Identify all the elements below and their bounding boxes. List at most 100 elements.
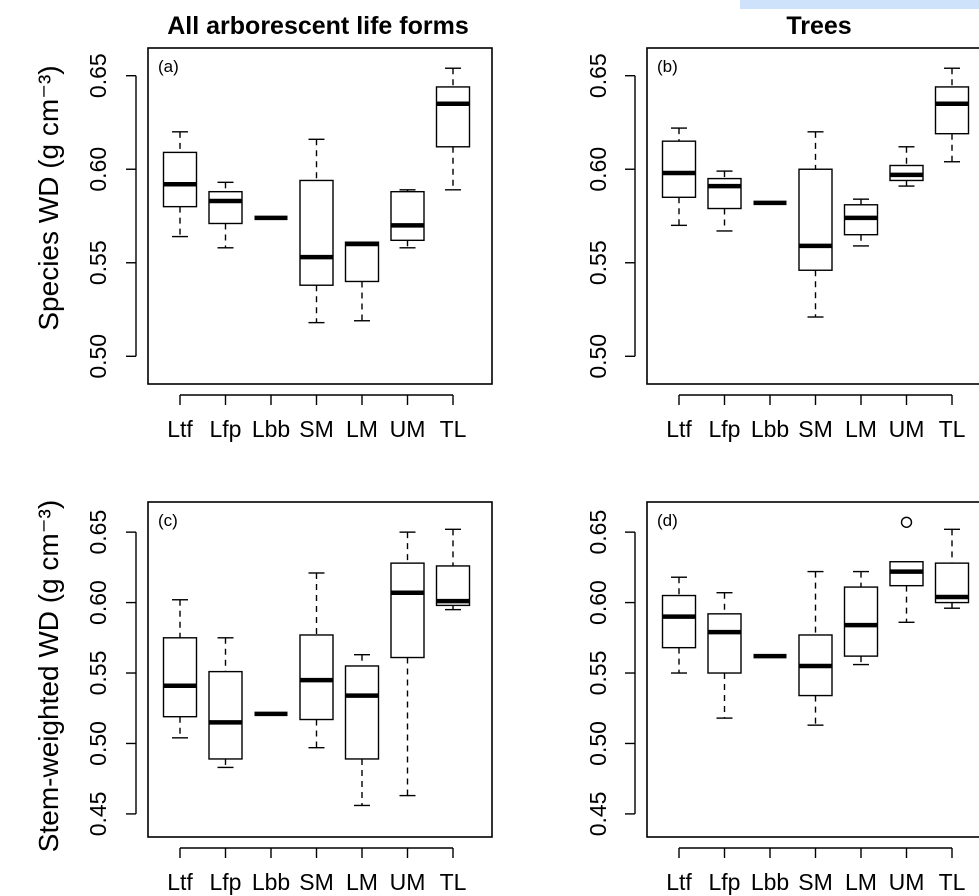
panel-label: (d) bbox=[657, 511, 678, 530]
x-tick-label-lbb: Lbb bbox=[751, 869, 789, 895]
box-iqr bbox=[707, 177, 742, 210]
box-lm bbox=[344, 654, 380, 807]
box-iqr bbox=[934, 86, 970, 135]
y-tick-label: 0.65 bbox=[585, 53, 611, 98]
box-iqr bbox=[208, 670, 243, 760]
x-tick-label-lfp: Lfp bbox=[709, 869, 741, 895]
y-tick-label: 0.50 bbox=[585, 334, 611, 379]
x-tick-label-tl: TL bbox=[440, 869, 467, 895]
panel-label: (a) bbox=[158, 57, 179, 76]
box-tl bbox=[934, 67, 970, 163]
box-iqr bbox=[707, 613, 742, 674]
x-tick-label-um: UM bbox=[390, 416, 426, 442]
box-iqr bbox=[435, 565, 471, 607]
x-tick-label-tl: TL bbox=[440, 416, 467, 442]
x-tick-label-lbb: Lbb bbox=[252, 869, 290, 895]
x-tick-label-lm: LM bbox=[845, 869, 877, 895]
box-lfp bbox=[707, 592, 742, 719]
box-iqr bbox=[798, 168, 833, 271]
y-tick-label: 0.50 bbox=[85, 334, 111, 379]
box-lfp bbox=[208, 181, 243, 249]
x-tick-label-lfp: Lfp bbox=[210, 416, 242, 442]
x-tick-label-sm: SM bbox=[798, 869, 833, 895]
x-tick-label-um: UM bbox=[889, 416, 925, 442]
y-tick-label: 0.60 bbox=[585, 147, 611, 192]
x-tick-label-lbb: Lbb bbox=[751, 416, 789, 442]
plot-frame bbox=[646, 47, 979, 385]
box-tl bbox=[435, 67, 471, 191]
plot-frame bbox=[147, 501, 493, 838]
box-iqr bbox=[162, 151, 198, 208]
box-iqr bbox=[208, 190, 243, 225]
box-iqr bbox=[435, 86, 471, 148]
y-tick-label: 0.55 bbox=[85, 651, 111, 696]
panel-label: (b) bbox=[657, 57, 678, 76]
y-tick-label: 0.45 bbox=[85, 792, 111, 837]
box-um bbox=[390, 189, 425, 249]
x-tick-label-lm: LM bbox=[346, 869, 378, 895]
y-tick-label: 0.55 bbox=[585, 240, 611, 285]
y-tick-label: 0.65 bbox=[85, 510, 111, 555]
box-um bbox=[889, 146, 924, 187]
box-ltf bbox=[162, 599, 198, 739]
row-label-top: Species WD (g cm⁻³) bbox=[33, 65, 64, 330]
y-tick-label: 0.55 bbox=[85, 240, 111, 285]
box-lm bbox=[843, 198, 879, 247]
box-iqr bbox=[661, 140, 697, 198]
outlier-point bbox=[900, 516, 913, 528]
box-iqr bbox=[661, 594, 697, 649]
box-ltf bbox=[661, 576, 697, 674]
y-tick-label: 0.55 bbox=[585, 651, 611, 696]
box-um bbox=[889, 516, 924, 624]
box-iqr bbox=[344, 241, 380, 283]
box-sm bbox=[299, 138, 334, 324]
corner-highlight-strip bbox=[740, 0, 979, 9]
panel-b: (b) 0.50 0.55 0.60 0.65 Ltf Lfp Lbb SM LM UM TL bbox=[585, 47, 979, 442]
y-tick-label: 0.50 bbox=[85, 721, 111, 766]
x-tick-label-sm: SM bbox=[299, 416, 334, 442]
x-tick-label-lbb: Lbb bbox=[252, 416, 290, 442]
y-tick-label: 0.60 bbox=[85, 580, 111, 625]
y-tick-label: 0.45 bbox=[585, 792, 611, 837]
box-iqr bbox=[390, 562, 425, 659]
box-sm bbox=[299, 572, 334, 749]
box-lm bbox=[344, 241, 380, 322]
plot-frame bbox=[646, 501, 979, 838]
x-tick-label-lm: LM bbox=[845, 416, 877, 442]
box-lfp bbox=[208, 637, 243, 769]
box-lfp bbox=[707, 170, 742, 232]
box-iqr bbox=[299, 634, 334, 721]
column-title-left: All arborescent life forms bbox=[167, 12, 468, 40]
x-tick-label-lfp: Lfp bbox=[210, 869, 242, 895]
box-iqr bbox=[344, 665, 380, 760]
box-tl bbox=[934, 528, 970, 609]
x-tick-label-ltf: Ltf bbox=[666, 869, 692, 895]
box-lm bbox=[843, 570, 879, 666]
box-sm bbox=[798, 570, 833, 726]
x-tick-label-sm: SM bbox=[299, 869, 334, 895]
x-tick-label-lfp: Lfp bbox=[709, 416, 741, 442]
x-tick-label-ltf: Ltf bbox=[666, 416, 692, 442]
x-tick-label-tl: TL bbox=[939, 416, 966, 442]
x-tick-label-sm: SM bbox=[798, 416, 833, 442]
box-iqr bbox=[299, 179, 334, 286]
box-tl bbox=[435, 528, 471, 611]
panel-c: (c) 0.45 0.50 0.55 0.60 0.65 Ltf Lfp Lbb SM LM UM TL bbox=[85, 501, 493, 895]
row-label-bottom: Stem-weighted WD (g cm⁻³) bbox=[33, 500, 64, 852]
panel-d: (d) 0.45 0.50 0.55 0.60 0.65 Ltf Lfp Lbb SM LM UM TL bbox=[585, 501, 979, 895]
x-tick-label-tl: TL bbox=[939, 869, 966, 895]
y-tick-label: 0.50 bbox=[585, 721, 611, 766]
box-sm bbox=[798, 131, 833, 318]
box-um bbox=[390, 531, 425, 797]
panel-label: (c) bbox=[158, 511, 178, 530]
x-tick-label-um: UM bbox=[889, 869, 925, 895]
y-tick-label: 0.60 bbox=[585, 580, 611, 625]
y-tick-label: 0.60 bbox=[85, 147, 111, 192]
x-tick-label-um: UM bbox=[390, 869, 426, 895]
box-iqr bbox=[843, 586, 879, 657]
box-ltf bbox=[162, 131, 198, 238]
x-tick-label-lm: LM bbox=[346, 416, 378, 442]
box-iqr bbox=[390, 190, 425, 242]
x-tick-label-ltf: Ltf bbox=[167, 416, 193, 442]
